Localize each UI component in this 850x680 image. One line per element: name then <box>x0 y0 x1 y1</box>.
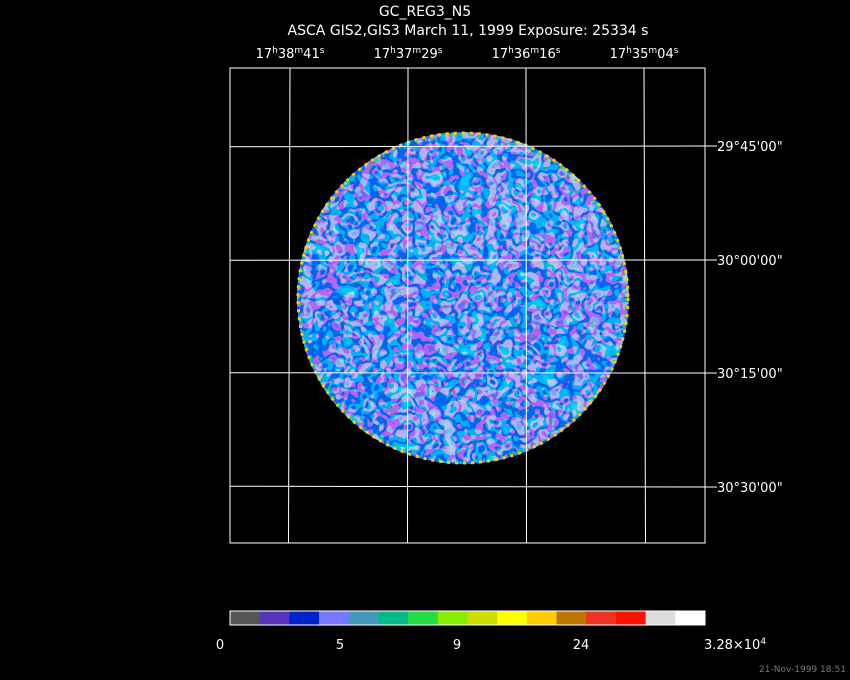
label-part: 16 <box>539 47 556 62</box>
dec-label: 30°15'00" <box>717 367 783 382</box>
dec-label: 29°45'00" <box>717 140 783 155</box>
colorbar-swatch <box>378 611 409 625</box>
ra-grid-line <box>643 67 646 544</box>
colorbar-swatch <box>675 611 706 625</box>
label-part: m <box>530 46 539 56</box>
label: 17h35m04s <box>610 46 679 62</box>
dec-grid-line <box>229 145 706 148</box>
title: GC_REG3_N5 <box>379 4 471 20</box>
label: 9 <box>453 638 461 653</box>
label-part: 37 <box>396 47 413 62</box>
label-part: 3.28×10 <box>704 638 760 653</box>
colorbar-frame <box>229 610 706 626</box>
colorbar-swatch <box>230 611 261 625</box>
label-part: h <box>508 46 514 56</box>
label-part: 0 <box>216 638 224 653</box>
colorbar-swatch <box>615 611 647 625</box>
colorbar-swatch <box>259 611 290 625</box>
label: 17h36m16s <box>492 46 561 62</box>
label: 5 <box>336 638 344 653</box>
label: 17h37m29s <box>374 46 443 62</box>
label: 17h38m41s <box>256 46 325 62</box>
label-part: h <box>390 46 396 56</box>
ra-grid-line <box>288 67 291 544</box>
colorbar-swatch <box>319 611 350 625</box>
colorbar-swatch <box>526 611 558 625</box>
label-part: 36 <box>514 47 531 62</box>
label: 3.28×104 <box>704 637 766 653</box>
label-part: 17 <box>610 47 627 62</box>
image-edge <box>296 131 630 465</box>
label-part: h <box>626 46 632 56</box>
label-part: 9 <box>453 638 461 653</box>
ra-grid-line <box>407 67 409 544</box>
label-part: h <box>272 46 278 56</box>
timestamp: 21-Nov-1999 18:51 <box>759 665 846 675</box>
colorbar-swatch <box>497 611 528 625</box>
label-part: m <box>412 46 421 56</box>
dec-label: 30°00'00" <box>717 254 783 269</box>
label-part: 35 <box>632 47 649 62</box>
label-part: 17 <box>492 47 509 62</box>
label-part: s <box>438 46 443 56</box>
label-part: 41 <box>303 47 320 62</box>
xray-image <box>297 132 629 464</box>
label: 24 <box>573 638 590 653</box>
colorbar-swatch <box>467 611 498 625</box>
plot-frame <box>229 67 706 544</box>
colorbar-swatch <box>437 611 468 625</box>
colorbar-swatch <box>586 611 617 625</box>
label: 0 <box>216 638 224 653</box>
label-part: s <box>556 46 561 56</box>
label-part: 29 <box>421 47 438 62</box>
colorbar-swatch <box>289 611 320 625</box>
label-part: 5 <box>336 638 344 653</box>
subtitle: ASCA GIS2,GIS3 March 11, 1999 Exposure: … <box>288 23 649 39</box>
image <box>297 132 629 464</box>
ra-grid-line <box>525 67 527 544</box>
label-part: 04 <box>657 47 674 62</box>
dec-label: 30°30'00" <box>717 481 783 496</box>
image-edge-inner <box>299 134 627 462</box>
colorbar-swatch <box>348 611 379 625</box>
dec-grid-line <box>229 485 706 488</box>
label-part: 38 <box>278 47 295 62</box>
label-part: 24 <box>573 638 590 653</box>
colorbar-swatch <box>645 611 676 625</box>
label-part: 17 <box>256 47 273 62</box>
label-part: s <box>674 46 679 56</box>
colorbar-swatch <box>408 611 439 625</box>
colorbar-swatch <box>556 611 587 625</box>
label-part: 17 <box>374 47 391 62</box>
coordinate-grid <box>229 67 717 544</box>
label-part: m <box>648 46 657 56</box>
label-part: 4 <box>760 637 766 647</box>
label-part: m <box>294 46 303 56</box>
label-part: s <box>320 46 325 56</box>
